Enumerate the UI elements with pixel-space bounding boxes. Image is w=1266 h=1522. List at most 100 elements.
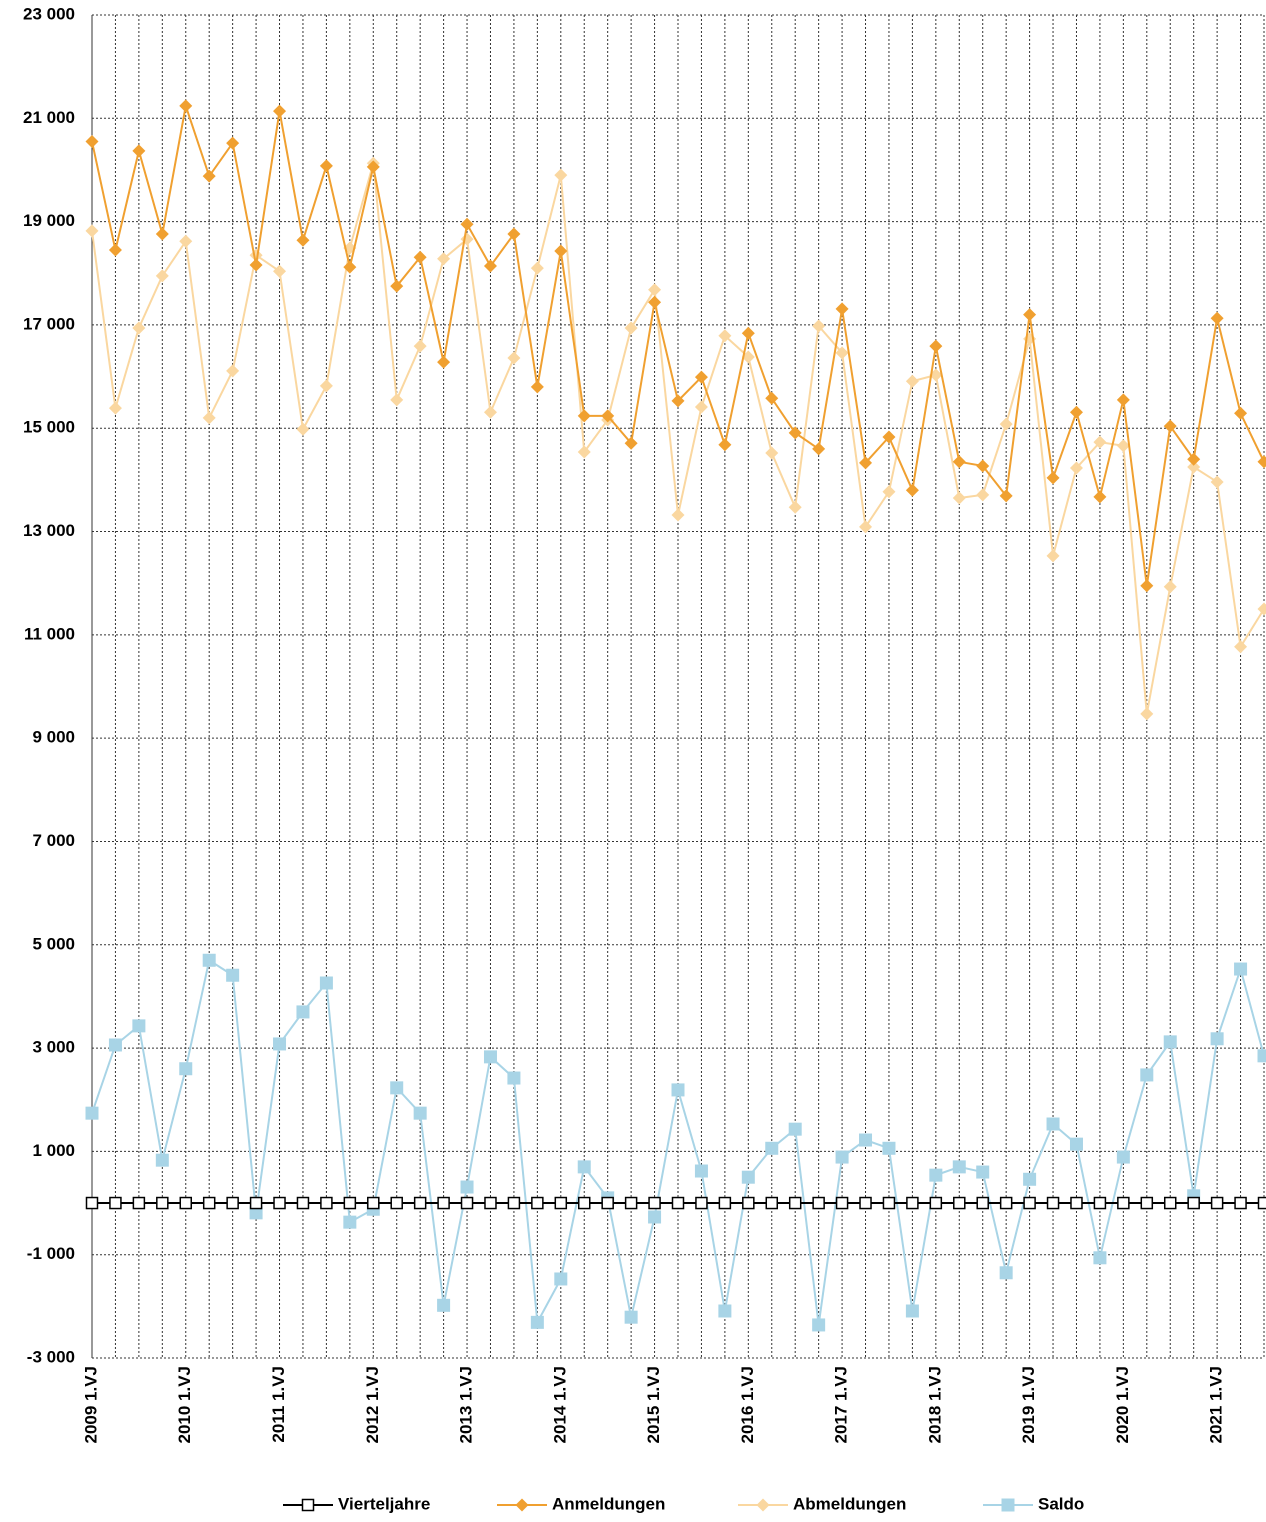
x-tick-label: 2015 1.VJ: [644, 1366, 663, 1444]
data-point: [906, 1196, 919, 1210]
data-point: [929, 339, 943, 353]
y-tick-label: 5 000: [32, 934, 75, 953]
data-point: [1023, 1196, 1036, 1210]
data-point: [976, 1165, 990, 1179]
data-point: [530, 1315, 544, 1329]
data-point: [484, 1196, 497, 1210]
data-point: [507, 351, 521, 365]
data-point: [624, 321, 638, 335]
data-point: [1023, 1172, 1037, 1186]
data-point: [1234, 640, 1248, 654]
data-point: [1140, 1068, 1154, 1082]
y-tick-label: 7 000: [32, 831, 75, 850]
data-point: [1116, 393, 1130, 407]
data-point: [226, 136, 240, 150]
data-point: [929, 1168, 943, 1182]
legend-item: Vierteljahre: [283, 1494, 430, 1513]
data-point: [132, 1019, 146, 1033]
data-point: [648, 1196, 661, 1210]
data-point: [109, 1196, 122, 1210]
data-point: [155, 227, 169, 241]
data-point: [273, 104, 287, 118]
data-point: [882, 485, 896, 499]
data-point: [156, 1196, 169, 1210]
data-point: [577, 409, 591, 423]
data-point: [999, 1266, 1013, 1280]
data-point: [85, 1196, 99, 1210]
data-point: [108, 401, 122, 415]
y-tick-label: 19 000: [23, 211, 75, 230]
legend-item: Anmeldungen: [497, 1494, 665, 1513]
data-point: [859, 456, 873, 470]
data-point: [343, 1196, 357, 1210]
data-point: [905, 483, 919, 497]
data-point: [1093, 435, 1107, 449]
data-point: [554, 1272, 568, 1286]
data-point: [718, 438, 732, 452]
data-point: [507, 1196, 521, 1210]
data-point: [952, 1160, 966, 1174]
data-point: [483, 405, 497, 419]
data-point: [624, 1196, 638, 1210]
data-point: [859, 520, 873, 534]
data-point: [601, 409, 615, 423]
data-point: [437, 1196, 450, 1210]
data-point: [343, 260, 357, 274]
data-point: [179, 99, 193, 113]
data-point: [437, 252, 451, 266]
data-point: [296, 422, 310, 436]
data-point: [85, 224, 99, 238]
x-tick-label: 2020 1.VJ: [1113, 1366, 1132, 1444]
data-point: [976, 459, 990, 473]
x-tick-label: 2009 1.VJ: [81, 1366, 100, 1444]
data-point: [882, 1196, 896, 1210]
data-point: [952, 455, 966, 469]
data-point: [390, 279, 404, 293]
legend-item: Saldo: [983, 1494, 1084, 1513]
legend-marker: [1001, 1498, 1015, 1512]
y-tick-label: 9 000: [32, 728, 75, 747]
data-point: [1187, 460, 1201, 474]
data-point: [929, 1196, 943, 1210]
data-point: [718, 329, 732, 343]
legend-item: Abmeldungen: [738, 1494, 906, 1513]
data-point: [1257, 1049, 1266, 1063]
data-point: [390, 1196, 403, 1210]
data-point: [1210, 1032, 1224, 1046]
data-point: [413, 1106, 427, 1120]
data-point: [296, 233, 310, 247]
x-tick-label: 2017 1.VJ: [832, 1366, 851, 1444]
data-point: [765, 1141, 779, 1155]
data-point: [694, 400, 708, 414]
data-point: [483, 259, 497, 273]
data-point: [1210, 311, 1224, 325]
data-point: [1023, 308, 1037, 322]
data-point: [1046, 1117, 1060, 1131]
data-point: [671, 394, 685, 408]
data-point: [319, 976, 333, 990]
legend-marker: [515, 1498, 529, 1512]
data-point: [460, 1180, 474, 1194]
data-point: [859, 1196, 872, 1210]
data-point: [1046, 1196, 1060, 1210]
data-point: [273, 1037, 287, 1051]
data-point: [507, 1071, 521, 1085]
data-point: [273, 1196, 286, 1210]
x-tick-label: 2010 1.VJ: [175, 1366, 194, 1444]
data-point: [999, 489, 1013, 503]
data-point: [1046, 549, 1060, 563]
data-point: [155, 269, 169, 283]
data-point: [882, 430, 896, 444]
legend-marker: [756, 1498, 770, 1512]
x-tick-label: 2013 1.VJ: [457, 1366, 476, 1444]
data-point: [437, 1298, 451, 1312]
data-point: [132, 144, 146, 158]
data-point: [1069, 1137, 1083, 1151]
data-point: [765, 446, 779, 460]
data-point: [788, 1196, 802, 1210]
data-point: [1234, 962, 1248, 976]
data-point: [624, 436, 638, 450]
data-point: [202, 169, 216, 183]
data-point: [296, 1005, 310, 1019]
data-point: [1163, 1035, 1177, 1049]
